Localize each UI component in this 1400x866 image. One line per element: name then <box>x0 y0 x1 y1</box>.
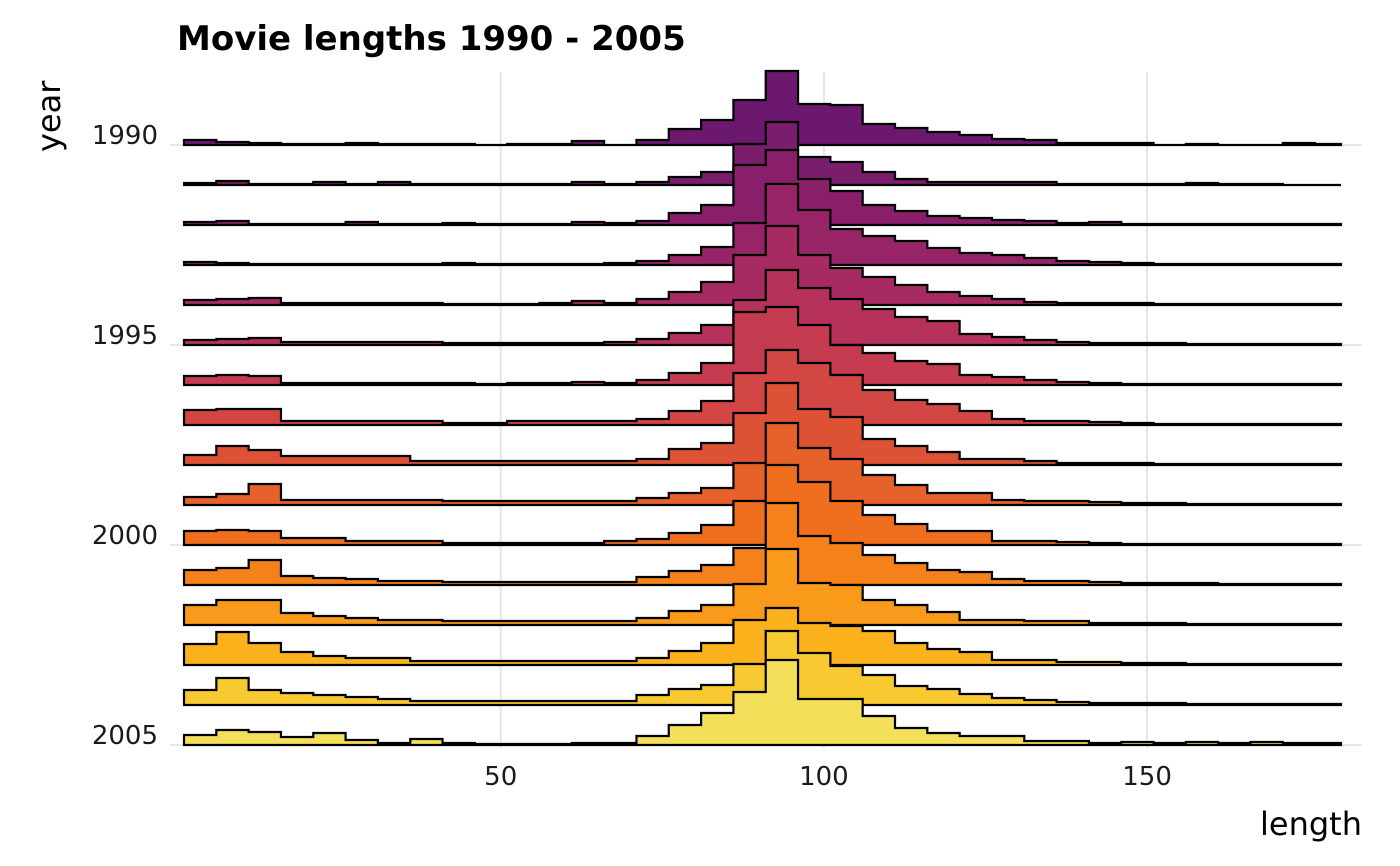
ridge-1996 <box>182 305 1343 387</box>
y-tick-label-2005: 2005 <box>92 721 158 751</box>
ridge-1995 <box>182 268 1343 347</box>
ridge-2001 <box>182 501 1343 587</box>
ridge-1998 <box>182 381 1343 467</box>
chart-title: Movie lengths 1990 - 2005 <box>177 19 686 59</box>
ridge-1993 <box>182 182 1343 267</box>
y-tick-label-1990: 1990 <box>92 121 158 151</box>
ridge-2005 <box>182 658 1343 747</box>
ridge-2004 <box>182 629 1343 707</box>
y-tick-label-2000: 2000 <box>92 521 158 551</box>
y-tick-label-1995: 1995 <box>92 321 158 351</box>
ridge-1994 <box>182 224 1343 307</box>
y-axis-title: year <box>30 80 68 152</box>
ridge-2002 <box>182 547 1343 627</box>
ridge-series <box>182 69 1343 747</box>
tick-labels: 50 100 150 1990 1995 2000 2005 <box>92 121 1172 792</box>
ridge-1997 <box>182 348 1343 427</box>
ridge-1992 <box>182 148 1343 227</box>
ridge-2003 <box>182 606 1343 667</box>
x-tick-label-100: 100 <box>799 762 849 792</box>
ridge-1990 <box>182 69 1343 147</box>
ridge-2000 <box>182 463 1343 547</box>
x-tick-label-50: 50 <box>484 762 517 792</box>
ridge-1991 <box>182 120 1341 187</box>
x-tick-label-150: 150 <box>1122 762 1172 792</box>
ridge-1999 <box>182 421 1343 507</box>
x-axis-title: length <box>1260 805 1362 843</box>
